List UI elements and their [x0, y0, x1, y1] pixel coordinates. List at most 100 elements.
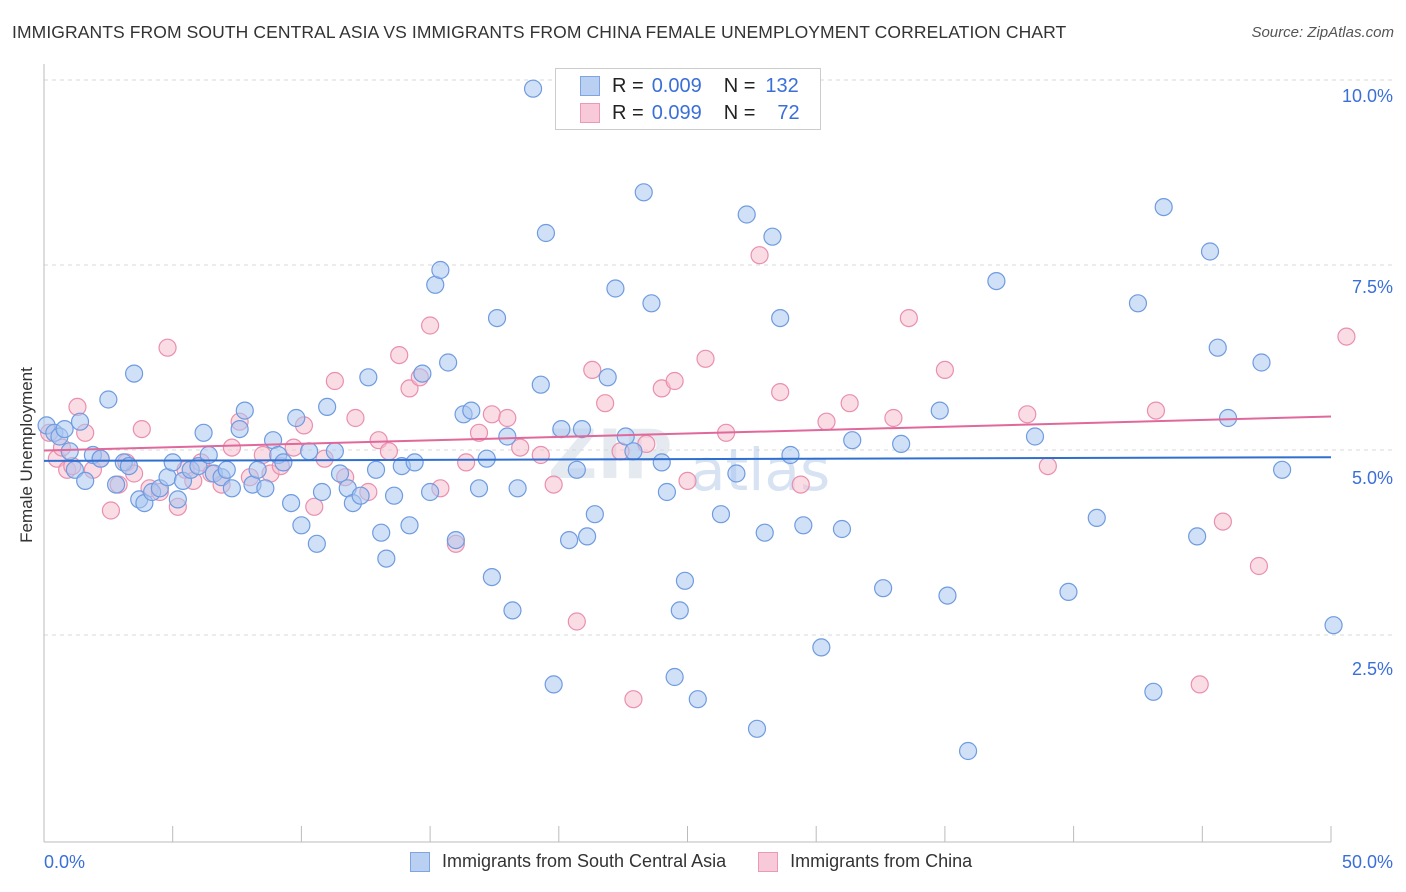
china-point: [158, 338, 177, 357]
china-point: [469, 423, 489, 442]
south-central-asia-point: [552, 420, 571, 439]
south-central-asia-point: [874, 579, 893, 598]
south-central-asia-point: [99, 390, 118, 409]
china-point: [750, 246, 769, 265]
south-central-asia-point: [106, 475, 126, 494]
south-central-asia-point: [1154, 198, 1173, 217]
south-central-asia-point: [163, 453, 182, 472]
south-central-asia-point: [248, 460, 267, 479]
south-central-asia-point: [832, 519, 852, 539]
south-central-asia-point: [405, 453, 424, 472]
china-point: [1337, 327, 1356, 346]
china-point: [696, 349, 715, 368]
south-central-asia-point: [55, 420, 74, 439]
china-point: [305, 497, 324, 516]
south-central-asia-point: [168, 490, 187, 509]
south-central-asia-point: [1208, 338, 1227, 357]
legend-row-south-central-asia: R = 0.009 N = 132: [580, 74, 799, 98]
south-central-asia-point: [119, 457, 139, 476]
south-central-asia-point: [503, 601, 522, 620]
watermark: ZIP atlas: [548, 416, 830, 504]
south-central-asia-point: [624, 442, 643, 461]
south-central-asia-point: [230, 420, 249, 439]
south-central-asia-point: [598, 368, 617, 387]
south-central-asia-point: [235, 401, 254, 420]
south-central-asia-point: [256, 479, 275, 498]
legend-n-value: 132: [765, 74, 799, 97]
chart-title: IMMIGRANTS FROM SOUTH CENTRAL ASIA VS IM…: [12, 22, 1067, 42]
axis-layer: [43, 64, 1332, 843]
south-central-asia-point: [325, 442, 344, 461]
south-central-asia-point: [372, 523, 391, 542]
y-tick-label: 2.5%: [1351, 659, 1393, 679]
south-central-asia-point: [351, 486, 370, 505]
south-central-asia-point: [1272, 460, 1292, 479]
china-point: [678, 471, 697, 490]
china-point: [935, 360, 955, 379]
south-central-asia-point: [670, 601, 689, 620]
south-central-asia-point: [222, 479, 242, 498]
south-central-asia-point: [585, 505, 604, 524]
series-legend-label: Immigrants from China: [790, 851, 973, 871]
south-central-asia-point: [413, 364, 432, 383]
legend-n-value: 72: [777, 101, 800, 124]
x-max-label: 50.0%: [1341, 852, 1393, 872]
china-point: [379, 442, 399, 461]
y-tick-label: 5.0%: [1351, 468, 1393, 488]
south-central-asia-point: [439, 353, 458, 372]
china-point: [498, 408, 517, 428]
south-central-asia-point: [487, 309, 507, 328]
south-central-asia-points: [37, 79, 1343, 761]
south-central-asia-point: [523, 79, 543, 98]
south-central-asia-point: [1087, 508, 1106, 528]
south-central-asia-point: [763, 227, 782, 246]
china-point: [624, 690, 643, 709]
china-point: [567, 612, 586, 631]
south-central-asia-trend-line: [43, 456, 1332, 462]
blue-swatch-icon: [410, 851, 430, 872]
y-tick-label: 7.5%: [1351, 277, 1393, 297]
china-point: [791, 475, 810, 494]
china-point: [390, 346, 409, 365]
series-legend-item: Immigrants from South Central Asia: [410, 851, 726, 872]
south-central-asia-point: [431, 260, 450, 280]
south-central-asia-point: [536, 223, 556, 243]
china-point: [899, 309, 918, 328]
south-central-asia-point: [300, 442, 319, 461]
south-central-asia-point: [771, 309, 790, 328]
south-central-asia-point: [330, 464, 350, 483]
south-central-asia-point: [1324, 616, 1343, 635]
china-point: [482, 405, 501, 424]
china-point: [1213, 512, 1232, 531]
south-central-asia-point: [843, 431, 862, 450]
china-point: [325, 371, 344, 391]
south-central-asia-point: [400, 516, 419, 535]
legend-n-label: N =: [723, 74, 756, 97]
south-central-asia-point: [282, 494, 301, 513]
south-central-asia-point: [755, 523, 774, 542]
south-central-asia-point: [462, 401, 481, 420]
china-point: [1190, 675, 1209, 694]
legend-row-china: R = 0.099 N = 72: [580, 101, 800, 125]
china-point: [1038, 457, 1057, 476]
south-central-asia-point: [469, 479, 489, 498]
china-trend-line: [43, 415, 1332, 452]
china-point: [771, 383, 790, 402]
x-min-label: 0.0%: [44, 852, 86, 872]
south-central-asia-point: [446, 530, 465, 550]
south-central-asia-point: [642, 294, 661, 313]
china-point: [665, 371, 684, 391]
south-central-asia-point: [76, 471, 95, 490]
south-central-asia-point: [675, 571, 695, 590]
china-point: [101, 501, 121, 520]
south-central-asia-point: [711, 505, 731, 524]
series-legend: Immigrants from South Central Asia Immig…: [410, 851, 1004, 872]
south-central-asia-point: [307, 534, 326, 553]
china-point: [400, 379, 419, 398]
south-central-asia-point: [958, 741, 978, 761]
south-central-asia-point: [1128, 294, 1148, 313]
legend-r-label: R =: [612, 101, 644, 124]
series-legend-item: Immigrants from China: [758, 851, 972, 872]
china-point: [1146, 401, 1166, 420]
south-central-asia-point: [1252, 353, 1271, 372]
